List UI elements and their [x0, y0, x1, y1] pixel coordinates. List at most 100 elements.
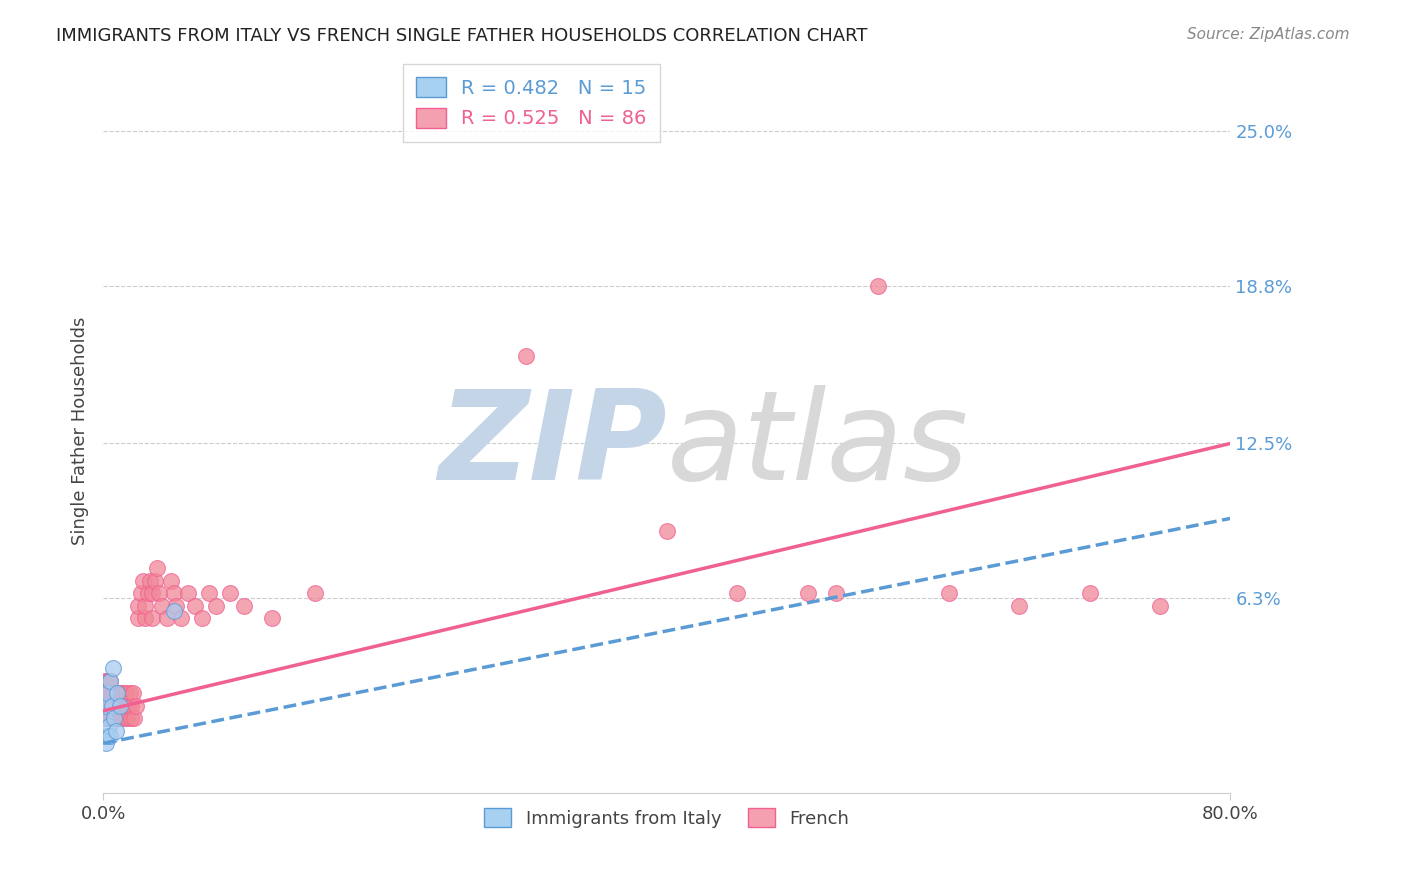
Point [141, 586, 163, 600]
Point [198, 586, 221, 600]
Text: ZIP: ZIP [439, 385, 666, 506]
Point [96, 686, 118, 700]
Point [134, 611, 156, 625]
Point [159, 574, 181, 588]
Point [96, 686, 118, 700]
Point [108, 698, 131, 713]
Point [219, 586, 242, 600]
Point [103, 711, 125, 725]
Point [103, 686, 125, 700]
Point [120, 711, 142, 725]
Point [97, 686, 120, 700]
Point [101, 698, 124, 713]
Point [825, 586, 848, 600]
Point [127, 599, 149, 613]
Point [105, 686, 128, 700]
Point [105, 698, 128, 713]
Point [101, 686, 124, 700]
Point [515, 349, 537, 363]
Point [100, 686, 122, 700]
Point [162, 586, 184, 600]
Point [97, 719, 120, 733]
Point [107, 711, 129, 725]
Point [1078, 586, 1101, 600]
Point [94, 673, 117, 688]
Point [134, 599, 156, 613]
Point [110, 698, 132, 713]
Point [262, 611, 284, 625]
Point [94, 698, 117, 713]
Point [162, 604, 184, 618]
Text: Source: ZipAtlas.com: Source: ZipAtlas.com [1187, 27, 1350, 42]
Point [191, 611, 214, 625]
Point [93, 698, 115, 713]
Point [93, 686, 115, 700]
Point [98, 729, 121, 743]
Point [94, 698, 117, 713]
Point [108, 698, 131, 713]
Point [112, 711, 135, 725]
Point [96, 711, 118, 725]
Point [868, 279, 890, 293]
Point [136, 586, 159, 600]
Point [120, 698, 142, 713]
Point [796, 586, 818, 600]
Point [121, 686, 143, 700]
Y-axis label: Single Father Households: Single Father Households [72, 317, 89, 545]
Point [108, 686, 131, 700]
Point [96, 729, 118, 743]
Point [124, 698, 146, 713]
Point [104, 723, 127, 738]
Point [155, 611, 177, 625]
Point [104, 711, 127, 725]
Point [1149, 599, 1171, 613]
Point [98, 698, 121, 713]
Point [98, 686, 121, 700]
Point [94, 686, 117, 700]
Point [105, 711, 128, 725]
Point [183, 599, 205, 613]
Point [655, 524, 678, 538]
Point [96, 698, 118, 713]
Point [131, 574, 153, 588]
Point [117, 698, 139, 713]
Point [105, 686, 128, 700]
Point [97, 673, 120, 688]
Point [118, 686, 141, 700]
Point [101, 711, 124, 725]
Point [145, 561, 167, 575]
Point [100, 698, 122, 713]
Point [150, 599, 173, 613]
Point [93, 711, 115, 725]
Point [98, 711, 121, 725]
Point [104, 698, 127, 713]
Point [304, 586, 326, 600]
Point [98, 673, 121, 688]
Point [938, 586, 960, 600]
Point [141, 611, 163, 625]
Point [138, 574, 160, 588]
Legend: Immigrants from Italy, French: Immigrants from Italy, French [477, 801, 856, 835]
Point [112, 698, 135, 713]
Point [93, 673, 115, 688]
Point [114, 686, 136, 700]
Point [111, 686, 134, 700]
Point [94, 711, 117, 725]
Point [725, 586, 748, 600]
Point [205, 599, 228, 613]
Point [122, 711, 145, 725]
Point [1008, 599, 1031, 613]
Point [169, 611, 191, 625]
Point [94, 736, 117, 750]
Point [176, 586, 198, 600]
Text: IMMIGRANTS FROM ITALY VS FRENCH SINGLE FATHER HOUSEHOLDS CORRELATION CHART: IMMIGRANTS FROM ITALY VS FRENCH SINGLE F… [56, 27, 868, 45]
Point [148, 586, 170, 600]
Point [143, 574, 166, 588]
Point [129, 586, 152, 600]
Point [127, 611, 149, 625]
Point [165, 599, 187, 613]
Point [115, 711, 138, 725]
Point [100, 698, 122, 713]
Point [103, 711, 125, 725]
Point [98, 673, 121, 688]
